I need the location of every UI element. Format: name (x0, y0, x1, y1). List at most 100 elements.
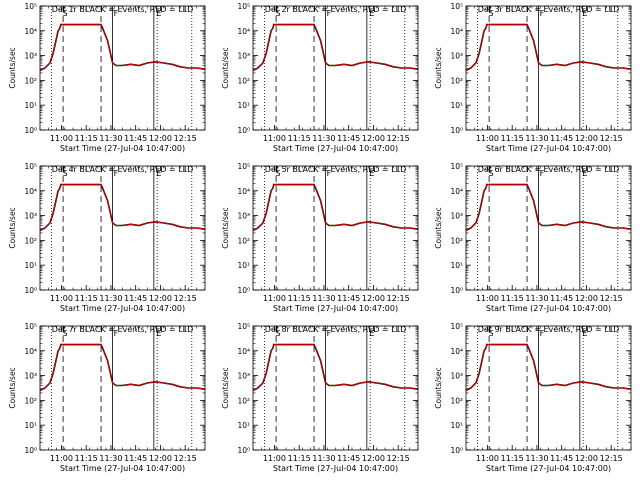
x-tick-label: 12:15 (387, 454, 410, 463)
x-tick-label: 11:45 (337, 294, 360, 303)
x-axis-label: Start Time (27-Jul-04 10:47:00) (60, 464, 185, 473)
marker-f: F (327, 9, 332, 18)
y-tick-label: 10⁰ (450, 286, 463, 295)
x-tick-label: 12:15 (174, 454, 197, 463)
y-tick-label: 10³ (237, 372, 250, 381)
y-tick-label: 10⁵ (24, 2, 37, 11)
marker-f: F (327, 329, 332, 338)
y-tick-label: 10³ (237, 52, 250, 61)
y-tick-label: 10³ (450, 212, 463, 221)
y-tick-label: 10⁴ (450, 187, 463, 196)
x-tick-label: 11:45 (337, 134, 360, 143)
x-tick-label: 11:15 (501, 134, 524, 143)
y-tick-label: 10⁴ (237, 347, 250, 356)
x-tick-label: 11:30 (312, 294, 335, 303)
x-tick-label: 11:30 (312, 454, 335, 463)
marker-s: S (488, 9, 493, 18)
panel-title: Det 8r BLACK = Events, RED = LLD (265, 325, 407, 334)
x-tick-label: 11:30 (525, 134, 548, 143)
y-tick-label: 10¹ (24, 261, 37, 270)
x-tick-label: 12:00 (575, 134, 598, 143)
series-line-events (252, 23, 419, 72)
x-tick-label: 11:15 (288, 134, 311, 143)
marker-s: S (275, 169, 280, 178)
x-tick-label: 11:15 (501, 294, 524, 303)
panel-title: Det 4r BLACK = Events, RED = LLD (52, 165, 194, 174)
x-tick-label: 11:45 (124, 134, 147, 143)
x-tick-label: 11:00 (263, 294, 286, 303)
y-tick-label: 10² (237, 236, 250, 245)
marker-s: S (62, 9, 67, 18)
x-tick-label: 11:00 (476, 134, 499, 143)
x-tick-label: 12:00 (575, 454, 598, 463)
y-tick-label: 10² (237, 396, 250, 405)
marker-f: F (114, 329, 119, 338)
x-tick-label: 11:15 (75, 134, 98, 143)
marker-s: S (62, 169, 67, 178)
series-line-events (465, 343, 632, 392)
x-tick-label: 11:00 (263, 134, 286, 143)
y-tick-label: 10⁰ (237, 286, 250, 295)
x-axis-label: Start Time (27-Jul-04 10:47:00) (273, 144, 398, 153)
x-tick-label: 11:45 (124, 454, 147, 463)
x-tick-label: 12:00 (362, 134, 385, 143)
x-axis-label: Start Time (27-Jul-04 10:47:00) (60, 304, 185, 313)
y-tick-label: 10¹ (24, 421, 37, 430)
y-tick-label: 10¹ (237, 261, 250, 270)
marker-e: E (157, 329, 162, 338)
x-tick-label: 11:00 (263, 454, 286, 463)
y-tick-label: 10⁴ (237, 187, 250, 196)
y-tick-label: 10⁰ (237, 446, 250, 455)
panel-title: Det 5r BLACK = Events, RED = LLD (265, 165, 407, 174)
x-tick-label: 12:15 (600, 134, 623, 143)
y-axis-label: Counts/sec (8, 47, 17, 88)
series-line-lld (39, 344, 206, 391)
marker-f: F (114, 169, 119, 178)
x-tick-label: 11:00 (50, 294, 73, 303)
y-tick-label: 10¹ (450, 261, 463, 270)
x-tick-label: 11:00 (476, 294, 499, 303)
marker-f: F (327, 169, 332, 178)
y-tick-label: 10³ (24, 212, 37, 221)
y-tick-label: 10⁵ (24, 162, 37, 171)
y-axis-label: Counts/sec (221, 207, 230, 248)
x-tick-label: 11:30 (99, 454, 122, 463)
y-axis-label: Counts/sec (434, 47, 443, 88)
x-tick-label: 11:15 (75, 454, 98, 463)
x-tick-label: 11:45 (550, 294, 573, 303)
x-tick-label: 12:15 (387, 294, 410, 303)
x-tick-label: 12:15 (174, 294, 197, 303)
y-tick-label: 10¹ (24, 101, 37, 110)
y-tick-label: 10⁰ (450, 126, 463, 135)
marker-e: E (370, 169, 375, 178)
y-tick-label: 10⁴ (24, 27, 37, 36)
marker-e: E (583, 169, 588, 178)
y-axis-label: Counts/sec (8, 207, 17, 248)
marker-e: E (157, 9, 162, 18)
y-tick-label: 10⁵ (450, 2, 463, 11)
y-tick-label: 10⁵ (24, 322, 37, 331)
x-tick-label: 11:30 (312, 134, 335, 143)
series-line-lld (252, 24, 419, 71)
x-tick-label: 12:00 (149, 294, 172, 303)
y-tick-label: 10⁵ (237, 2, 250, 11)
y-tick-label: 10⁴ (24, 347, 37, 356)
y-tick-label: 10³ (450, 52, 463, 61)
marker-f: F (540, 9, 545, 18)
y-axis-label: Counts/sec (221, 47, 230, 88)
y-tick-label: 10⁴ (450, 347, 463, 356)
x-tick-label: 12:15 (600, 294, 623, 303)
panel-title: Det 2r BLACK = Events, RED = LLD (265, 5, 407, 14)
panel-title: Det 1r BLACK = Events, RED = LLD (52, 5, 194, 14)
y-tick-label: 10¹ (237, 421, 250, 430)
y-tick-label: 10³ (24, 372, 37, 381)
marker-s: S (275, 329, 280, 338)
y-tick-label: 10⁴ (450, 27, 463, 36)
x-axis-label: Start Time (27-Jul-04 10:47:00) (273, 464, 398, 473)
y-tick-label: 10² (450, 236, 463, 245)
panel-title: Det 6r BLACK = Events, RED = LLD (478, 165, 620, 174)
